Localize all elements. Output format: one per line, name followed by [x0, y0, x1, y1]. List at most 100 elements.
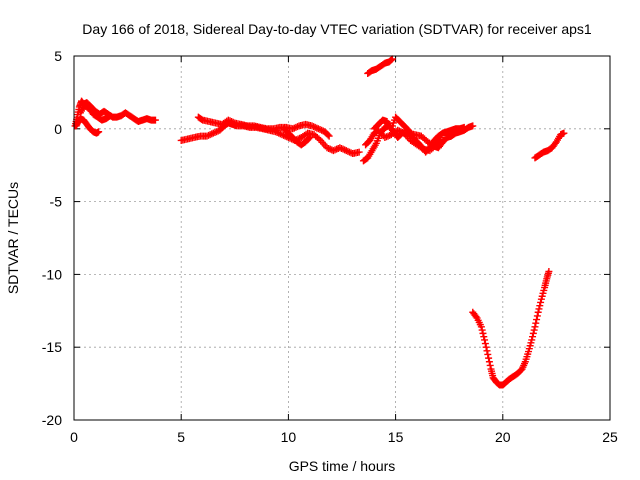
- data-point: [485, 358, 493, 366]
- data-point: [229, 118, 237, 126]
- data-point: [95, 128, 103, 136]
- data-point: [481, 336, 489, 344]
- data-point: [306, 134, 314, 142]
- data-point: [529, 333, 537, 341]
- data-point: [485, 354, 493, 362]
- data-point: [329, 147, 337, 155]
- data-point: [472, 313, 480, 321]
- x-tick-label: 15: [388, 429, 404, 445]
- data-point: [381, 134, 389, 142]
- data-point: [314, 125, 322, 133]
- data-point: [151, 116, 159, 124]
- data-point: [310, 123, 318, 131]
- data-point: [280, 131, 288, 139]
- data-point: [324, 131, 332, 139]
- data-point: [203, 132, 211, 140]
- data-point: [387, 56, 395, 64]
- data-point: [276, 130, 284, 138]
- data-point: [477, 323, 485, 331]
- data-point: [206, 131, 214, 139]
- data-point: [530, 326, 538, 334]
- tick-labels: 0 5 10 15 20 25 -20 -15 -10 -5 0 5: [42, 48, 618, 445]
- data-point: [318, 126, 326, 134]
- data-point: [313, 124, 321, 132]
- data-point: [344, 147, 352, 155]
- grid-layer: [74, 56, 610, 420]
- data-point: [315, 135, 323, 143]
- data-point: [486, 361, 494, 369]
- data-point: [395, 127, 403, 135]
- data-point: [469, 122, 477, 130]
- data-point: [535, 305, 543, 313]
- data-point: [533, 312, 541, 320]
- y-tick-label: -5: [50, 194, 63, 210]
- y-axis-label: SDTVAR / TECUs: [5, 182, 21, 294]
- data-point: [481, 340, 489, 348]
- data-point: [323, 144, 331, 152]
- data-point: [388, 55, 396, 63]
- data-point: [480, 333, 488, 341]
- data-point: [437, 134, 445, 142]
- data-point: [278, 131, 286, 139]
- chart-title: Day 166 of 2018, Sidereal Day-to-day VTE…: [82, 21, 592, 37]
- data-point: [294, 123, 302, 131]
- data-point: [341, 146, 349, 154]
- data-point: [311, 123, 319, 131]
- data-points: [71, 55, 568, 389]
- data-point: [418, 144, 426, 152]
- data-point: [479, 329, 487, 337]
- data-point: [382, 133, 390, 141]
- data-point: [534, 308, 542, 316]
- data-point: [305, 135, 313, 143]
- data-point: [211, 128, 219, 136]
- data-point: [228, 118, 236, 126]
- y-tick-label: -15: [42, 339, 62, 355]
- data-point: [355, 148, 363, 156]
- data-point: [290, 124, 298, 132]
- data-point: [106, 112, 114, 120]
- data-point: [325, 144, 333, 152]
- data-point: [105, 112, 113, 120]
- data-point: [460, 123, 468, 131]
- data-point: [337, 144, 345, 152]
- data-point: [346, 148, 354, 156]
- x-axis-label: GPS time / hours: [289, 458, 396, 474]
- data-point: [209, 129, 217, 137]
- data-point: [316, 126, 324, 134]
- data-point: [289, 125, 297, 133]
- y-tick-label: -10: [42, 266, 62, 282]
- data-point: [325, 132, 333, 140]
- data-point: [226, 117, 234, 125]
- data-point: [545, 267, 553, 275]
- data-point: [532, 319, 540, 327]
- y-tick-label: 5: [54, 48, 62, 64]
- data-point: [560, 129, 568, 137]
- data-point: [336, 144, 344, 152]
- data-point: [483, 347, 491, 355]
- data-point: [333, 145, 341, 153]
- data-point: [213, 128, 221, 136]
- data-point: [326, 145, 334, 153]
- plot-frame: [73, 55, 611, 421]
- data-point: [339, 145, 347, 153]
- data-point: [397, 128, 405, 136]
- data-point: [388, 56, 396, 64]
- x-tick-label: 25: [602, 429, 618, 445]
- data-point: [224, 116, 232, 124]
- data-point: [482, 343, 490, 351]
- data-point: [308, 122, 316, 130]
- data-point: [292, 123, 300, 131]
- data-point: [384, 132, 392, 140]
- data-point: [536, 302, 544, 310]
- data-point: [208, 130, 216, 138]
- data-point: [528, 336, 536, 344]
- y-tick-label: -20: [42, 412, 62, 428]
- x-tick-label: 20: [495, 429, 511, 445]
- data-point: [533, 316, 541, 324]
- ticks-layer: [73, 55, 611, 421]
- data-point: [342, 147, 350, 155]
- y-tick-label: 0: [54, 121, 62, 137]
- data-point: [394, 126, 402, 134]
- x-tick-label: 5: [177, 429, 185, 445]
